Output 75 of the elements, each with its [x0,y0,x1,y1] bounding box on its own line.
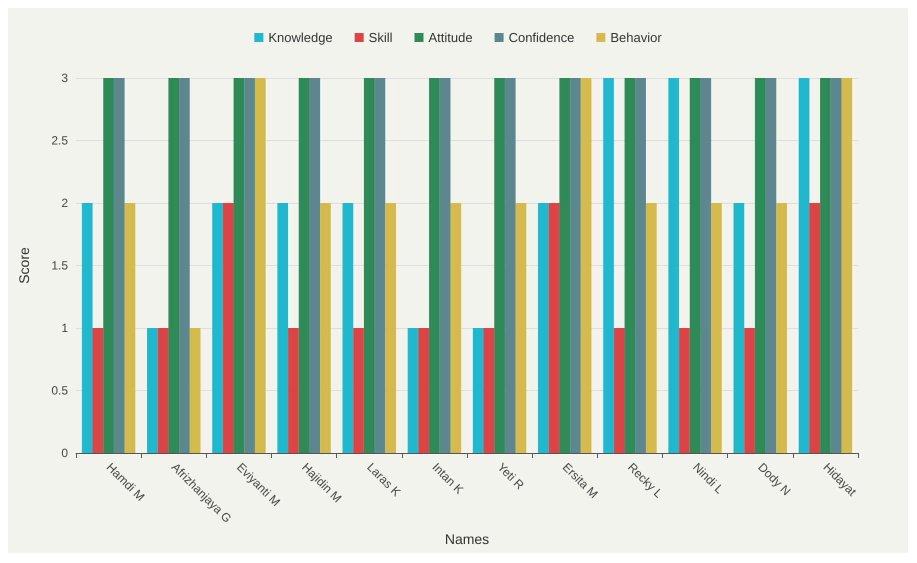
bar [244,78,255,453]
bar [298,78,310,453]
bar [450,203,462,453]
y-tick-label: 0 [61,446,68,460]
bar [776,203,787,453]
bar [744,328,755,453]
bar [190,328,200,453]
bar [429,78,440,453]
bar [668,78,680,453]
bar [646,203,657,453]
legend-label: Confidence [508,30,574,45]
bar [408,328,418,453]
bar [234,78,244,453]
bar [222,203,234,453]
bar [212,203,223,453]
bar [711,203,722,453]
bar [679,328,690,453]
bar [92,328,104,453]
bar [114,78,125,453]
bar [820,78,831,453]
bar [124,203,136,453]
y-tick-label: 0.5 [51,384,68,398]
bar [254,78,266,453]
bar [374,78,386,453]
bar [179,78,190,453]
bar [624,78,636,453]
bar [168,78,180,453]
bar [494,78,505,453]
bar [570,78,581,453]
y-tick-label: 2.5 [51,134,68,148]
bar [288,328,299,453]
bar [798,78,810,453]
bar [580,78,592,453]
bar [147,328,158,453]
bar [309,78,320,453]
bar [841,78,852,453]
bar [734,203,744,453]
bar [809,203,820,453]
y-tick-label: 2 [61,196,68,210]
legend-label: Knowledge [268,30,333,45]
bar [766,78,776,453]
y-tick-label: 1.5 [51,258,68,272]
bar [504,78,516,453]
x-axis-title: Names [444,530,490,547]
bar [103,78,114,453]
bar [690,78,700,453]
bar [364,78,375,453]
bar [82,203,93,453]
bar [538,203,549,453]
y-tick-label: 1 [61,321,68,335]
bar [635,78,646,453]
x-tick-label: Yeti R [494,460,528,492]
legend-label: Skill [368,30,393,45]
bar [320,203,331,453]
bar [484,328,494,453]
y-axis-title: Score [16,247,32,284]
bar [700,78,712,453]
bar [516,203,526,453]
bar [158,328,168,453]
bar [440,78,450,453]
bar [830,78,842,453]
bar [754,78,766,453]
bar [472,328,484,453]
y-tick-label: 3 [61,71,68,85]
bar [559,78,570,453]
bar [277,203,288,453]
legend-label: Attitude [428,30,473,45]
bar [353,328,364,453]
bar [603,78,614,453]
bar [418,328,430,453]
bar [385,203,396,453]
bar [614,328,625,453]
bar [342,203,354,453]
legend-label: Behavior [610,30,662,45]
bar [548,203,560,453]
